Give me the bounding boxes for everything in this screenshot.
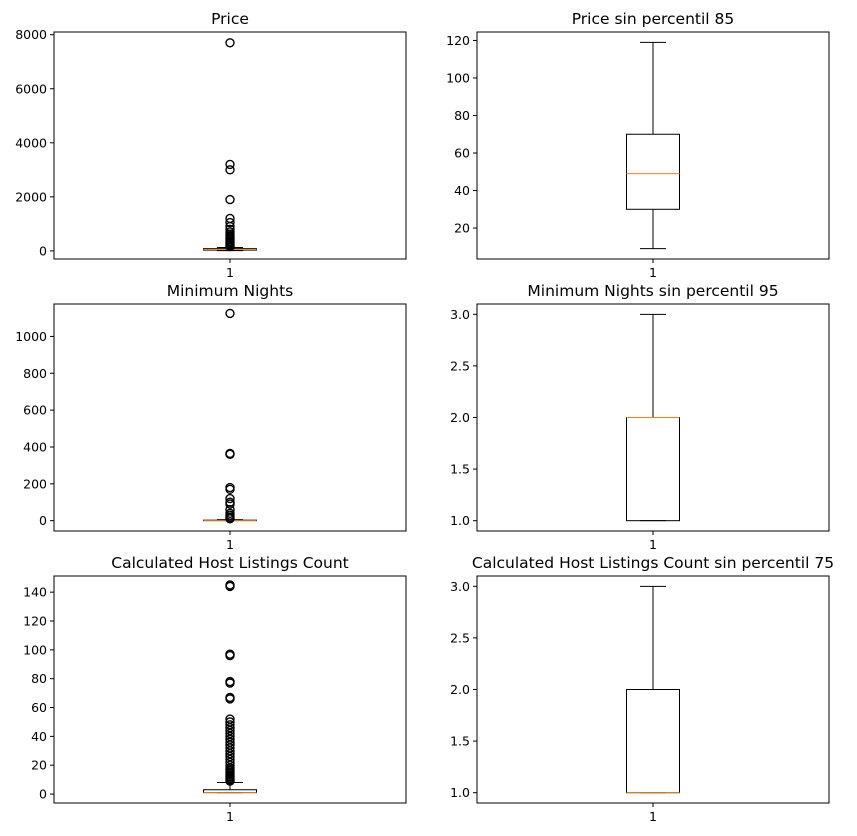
y-tick-label: 3.0 xyxy=(450,579,470,594)
y-tick-label: 8000 xyxy=(15,27,47,42)
y-tick-label: 1000 xyxy=(15,329,47,344)
outlier-point xyxy=(225,484,235,495)
outlier-point xyxy=(225,514,235,524)
outlier-point xyxy=(225,217,235,228)
y-tick-label: 20 xyxy=(31,758,47,773)
y-tick-label: 40 xyxy=(454,183,470,198)
y-tick-label: 6000 xyxy=(15,81,47,96)
outlier-point xyxy=(225,308,235,319)
iqr-box xyxy=(626,133,680,210)
y-tick-label: 100 xyxy=(23,642,47,657)
x-tick-label: 1 xyxy=(226,265,234,280)
outlier-point xyxy=(225,38,235,48)
x-tick-label: 1 xyxy=(649,265,657,280)
outlier-point xyxy=(225,165,235,175)
y-tick-label: 2.0 xyxy=(450,410,470,425)
y-tick-label: 400 xyxy=(23,439,47,454)
subplot-title: Minimum Nights xyxy=(167,282,293,300)
y-tick-label: 1.0 xyxy=(450,513,470,528)
iqr-box xyxy=(626,689,680,794)
plot-frame xyxy=(53,303,407,532)
x-tick-label: 1 xyxy=(226,537,234,552)
outlier-point xyxy=(225,159,235,170)
outlier-point xyxy=(225,581,235,592)
y-tick-label: 120 xyxy=(446,33,470,48)
outlier-point xyxy=(225,694,235,704)
subplot-price-sin-percentil-85: Price sin percentil 85 1 20 40 60 80 100 120 xyxy=(446,10,830,280)
y-tick-label: 2.0 xyxy=(450,682,470,697)
y-tick-label: 0 xyxy=(39,787,47,802)
y-tick-label: 40 xyxy=(31,729,47,744)
subplot-title: Price xyxy=(211,10,249,28)
y-tick-label: 0 xyxy=(39,243,47,258)
outlier-point xyxy=(225,449,235,460)
y-tick-label: 600 xyxy=(23,403,47,418)
y-tick-label: 20 xyxy=(454,221,470,236)
subplot-title: Calculated Host Listings Count sin perce… xyxy=(472,554,834,572)
outlier-point xyxy=(225,650,235,661)
iqr-box xyxy=(626,417,680,522)
y-tick-label: 800 xyxy=(23,366,47,381)
subplot-title: Calculated Host Listings Count xyxy=(111,554,348,572)
outlier-point xyxy=(225,493,235,504)
outlier-point xyxy=(225,776,235,786)
y-tick-label: 80 xyxy=(454,108,470,123)
subplot-title: Minimum Nights sin percentil 95 xyxy=(527,282,778,300)
y-tick-label: 0 xyxy=(39,513,47,528)
y-tick-label: 140 xyxy=(23,585,47,600)
y-tick-label: 1.5 xyxy=(450,734,470,749)
y-tick-label: 200 xyxy=(23,476,47,491)
y-tick-label: 2.5 xyxy=(450,630,470,645)
y-tick-label: 4000 xyxy=(15,135,47,150)
y-tick-label: 2.5 xyxy=(450,358,470,373)
x-tick-label: 1 xyxy=(226,809,234,824)
subplot-price: Price 1 0 2000 4000 6000 8000 xyxy=(15,10,407,280)
x-tick-label: 1 xyxy=(649,537,657,552)
outlier-point xyxy=(225,678,235,688)
y-tick-label: 1.0 xyxy=(450,785,470,800)
y-tick-label: 100 xyxy=(446,70,470,85)
outlier-point xyxy=(225,499,235,509)
outlier-point xyxy=(225,241,235,252)
x-tick-label: 1 xyxy=(649,809,657,824)
y-tick-label: 80 xyxy=(31,671,47,686)
subplot-minimum-nights: Minimum Nights 1 0 200 400 600 800 1000 xyxy=(15,282,407,552)
y-tick-label: 1.5 xyxy=(450,462,470,477)
subplot-calculated-host-listings-count: Calculated Host Listings Count 1 0 20 40 60… xyxy=(23,554,407,824)
y-tick-label: 120 xyxy=(23,613,47,628)
y-tick-label: 60 xyxy=(31,700,47,715)
y-tick-label: 3.0 xyxy=(450,307,470,322)
y-tick-label: 60 xyxy=(454,146,470,161)
y-tick-label: 2000 xyxy=(15,189,47,204)
outlier-point xyxy=(225,194,235,205)
subplot-minimum-nights-sin-percentil-95: Minimum Nights sin percentil 95 1 1.0 1.5… xyxy=(450,282,830,552)
subplot-calculated-host-listings-count-sin-percentil-75: Calculated Host Listings Count sin perce… xyxy=(450,554,834,824)
subplot-title: Price sin percentil 85 xyxy=(572,10,735,28)
